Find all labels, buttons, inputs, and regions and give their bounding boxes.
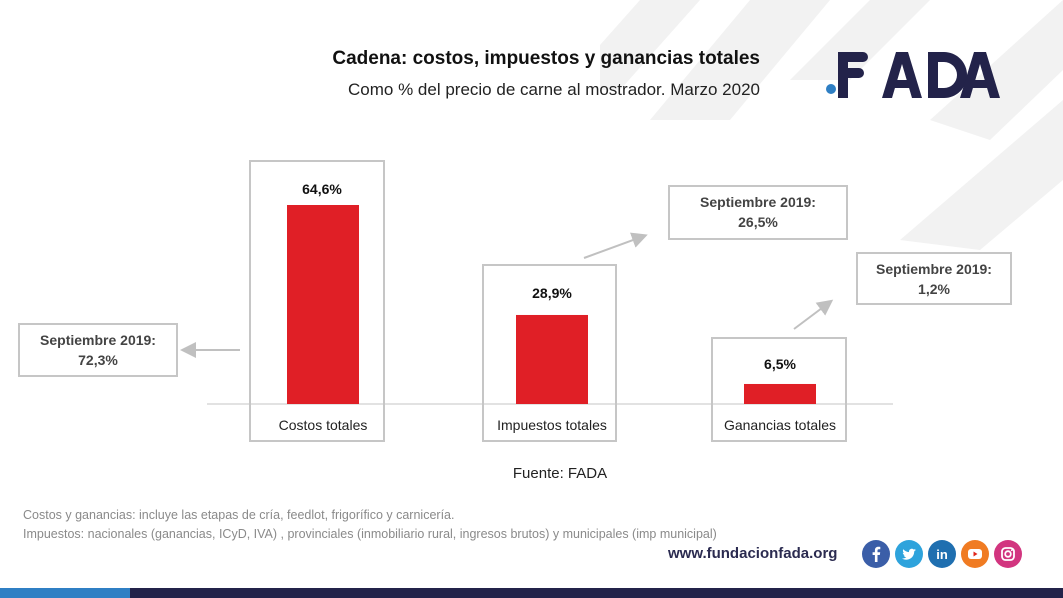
callout-costos-label: Septiembre 2019: xyxy=(40,332,156,348)
note-costos: Costos y ganancias: incluye las etapas d… xyxy=(23,508,455,522)
frame-costos xyxy=(249,160,385,442)
chart-title: Cadena: costos, impuestos y ganancias to… xyxy=(332,48,760,69)
category-label-ganancias: Ganancias totales xyxy=(723,417,837,433)
note-impuestos: Impuestos: nacionales (ganancias, ICyD, … xyxy=(23,527,717,541)
value-label-costos: 64,6% xyxy=(302,181,342,197)
youtube-icon[interactable] xyxy=(961,540,989,568)
arrow-impuestos xyxy=(583,232,648,259)
svg-text:in: in xyxy=(936,547,948,562)
frame-ganancias xyxy=(711,337,847,442)
fada-logo xyxy=(826,52,1000,98)
callout-impuestos-value: 26,5% xyxy=(738,214,778,230)
frame-impuestos xyxy=(482,264,617,442)
callout-ganancias-value: 1,2% xyxy=(918,281,950,297)
callout-ganancias: Septiembre 2019: 1,2% xyxy=(856,252,1012,305)
callout-impuestos: Septiembre 2019: 26,5% xyxy=(668,185,848,240)
footer-bar xyxy=(0,588,1063,598)
bar-costos xyxy=(287,205,359,404)
instagram-icon[interactable] xyxy=(994,540,1022,568)
source-label: Fuente: FADA xyxy=(512,465,608,482)
callout-ganancias-label: Septiembre 2019: xyxy=(876,261,992,277)
category-label-costos: Costos totales xyxy=(278,417,368,433)
facebook-icon[interactable] xyxy=(862,540,890,568)
chart-subtitle: Como % del precio de carne al mostrador.… xyxy=(348,80,760,99)
callout-costos: Septiembre 2019: 72,3% xyxy=(18,323,178,377)
twitter-icon[interactable] xyxy=(895,540,923,568)
value-label-ganancias: 6,5% xyxy=(764,356,796,372)
callout-impuestos-label: Septiembre 2019: xyxy=(700,194,816,210)
value-label-impuestos: 28,9% xyxy=(532,285,572,301)
website-link[interactable]: www.fundacionfada.org xyxy=(668,545,838,562)
linkedin-icon[interactable]: in xyxy=(928,540,956,568)
category-label-impuestos: Impuestos totales xyxy=(497,417,607,433)
bar-ganancias xyxy=(744,383,816,404)
bar-impuestos xyxy=(516,314,588,404)
arrow-ganancias xyxy=(793,299,834,330)
background-stripes xyxy=(600,0,1063,250)
callout-costos-value: 72,3% xyxy=(78,352,118,368)
footer-bar-accent xyxy=(0,588,130,598)
